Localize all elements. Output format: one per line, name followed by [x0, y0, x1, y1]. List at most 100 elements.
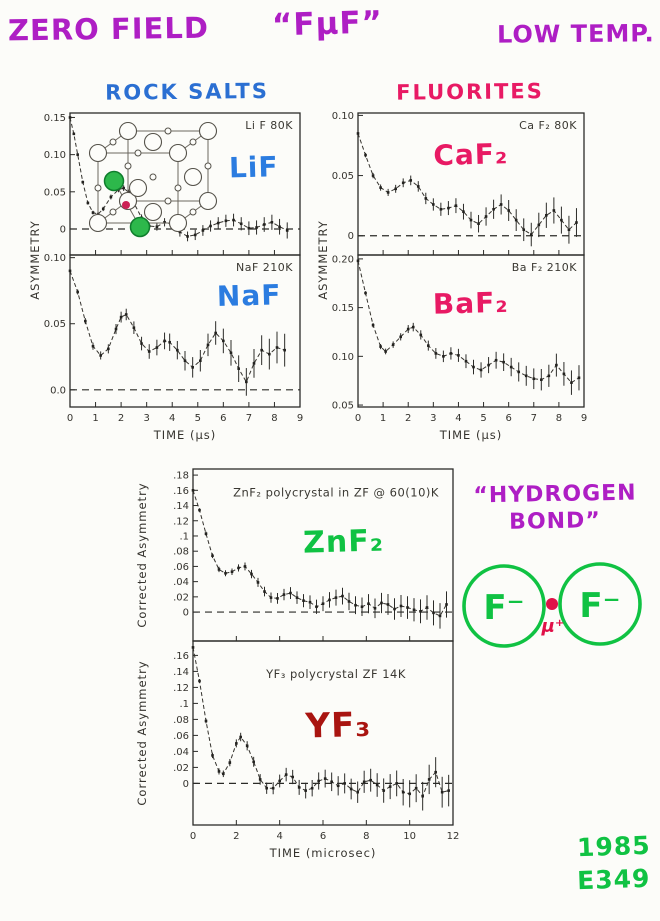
handwritten-annotation: BaF₂ [433, 286, 509, 321]
y-tick-label: .18 [173, 471, 189, 482]
handwritten-annotation: LiF [229, 150, 279, 184]
panel-caption: YF₃ polycrystal ZF 14K [265, 667, 406, 681]
fit-curve [192, 490, 447, 617]
rock-salts-chart: 0.15 0.10 0.05 0 Li F 80K LiF 0.10 0.05 0.0 NaF 2… [28, 112, 303, 442]
x-tick-label: 8 [556, 413, 562, 424]
y-tick-label: .04 [173, 577, 189, 588]
muon-dot [546, 598, 558, 610]
data-points [191, 645, 450, 811]
fluorites-section: FLUORITES 0.10 0.05 0 Ca F₂ 80K CaF₂ 0.20 0.15… [316, 79, 594, 450]
y-tick-label: .16 [173, 651, 189, 662]
y-tick-label: 0 [60, 224, 66, 235]
y-tick-label: .06 [173, 562, 189, 573]
rock-salts-section: ROCK SALTS 0.15 0.10 0.05 0 Li F 80K LiF 0.10 0… [28, 78, 310, 450]
x-tick-label: 0 [67, 413, 73, 424]
panel-corner-label: NaF 210K [236, 261, 293, 274]
x-tick-label: 9 [297, 413, 303, 424]
panel-corner-label: Ca F₂ 80K [519, 119, 577, 132]
x-tick-label: 12 [447, 831, 460, 842]
muon-label: μ⁺ [541, 616, 565, 637]
fluorine-ion-green [129, 216, 151, 238]
y-tick-label: 0.20 [332, 254, 354, 265]
handwritten-annotation: ZnF₂ [303, 524, 385, 561]
data-points [356, 259, 581, 395]
handwritten-annotation: CaF₂ [433, 137, 509, 172]
y-tick-label: 0 [348, 231, 354, 242]
data-points [68, 268, 286, 396]
x-tick-label: 6 [320, 831, 326, 842]
crystal-structure-inset [88, 121, 218, 238]
x-tick-label: 10 [403, 831, 416, 842]
hydrogen-bond-title-line1: “HYDROGEN [473, 480, 637, 509]
x-axis-label: TIME (microsec) [269, 846, 377, 860]
panel-caption: ZnF₂ polycrystal in ZF @ 60(10)K [233, 486, 439, 500]
y-tick-label: .1 [179, 699, 189, 710]
y-tick-label: .14 [173, 501, 189, 512]
y-tick-label: 0.15 [44, 113, 66, 124]
fluorine-right-circle [558, 562, 642, 646]
y-tick-label: .16 [173, 486, 189, 497]
x-tick-label: 4 [169, 413, 175, 424]
x-tick-label: 3 [143, 413, 149, 424]
data-points [191, 488, 448, 629]
x-tick-label: 2 [233, 831, 239, 842]
y-tick-label: 0.10 [44, 150, 66, 161]
y-tick-label: .12 [173, 516, 189, 527]
rock-salts-heading: ROCK SALTS [105, 78, 269, 105]
fluorites-heading: FLUORITES [396, 79, 544, 105]
x-tick-label: 1 [380, 413, 386, 424]
fluorine-left-circle [462, 564, 546, 648]
y-tick-label: 0.10 [332, 111, 354, 122]
x-axis-label: TIME (μs) [439, 428, 503, 442]
x-tick-label: 6 [220, 413, 226, 424]
x-axis-label: TIME (μs) [153, 428, 217, 442]
y-axis-label: Corrected Asymmetry [135, 482, 149, 627]
x-tick-label: 6 [505, 413, 511, 424]
title-low-temp: LOW TEMP. [496, 19, 655, 49]
y-tick-label: .02 [173, 592, 189, 603]
polycrystal-section: .18.16.14.12.1.08.06.04.02 0 ZnF₂ polycrys… [133, 462, 465, 876]
x-tick-label: 4 [455, 413, 461, 424]
panel-frame [357, 112, 585, 256]
y-tick-label: .1 [179, 531, 189, 542]
hydrogen-bond-annotation: “HYDROGEN BOND” F⁻ F⁻ μ⁺ [452, 480, 658, 668]
y-axis-label: ASYMMETRY [28, 220, 42, 300]
muon-site-dot [122, 201, 130, 209]
y-tick-label: 0.10 [332, 352, 354, 363]
handwritten-annotation: NaF [216, 278, 281, 313]
y-tick-label: 0 [183, 608, 189, 619]
y-tick-label: .08 [173, 715, 189, 726]
x-tick-label: 8 [271, 413, 277, 424]
x-tick-label: 2 [118, 413, 124, 424]
x-tick-label: 4 [276, 831, 282, 842]
y-tick-label: 0.05 [44, 319, 66, 330]
fluorine-ion-green [103, 170, 125, 192]
x-tick-label: 0 [190, 831, 196, 842]
title-fmuf: “FμF” [271, 4, 384, 44]
fluorine-left-label: F⁻ [483, 588, 524, 628]
hydrogen-bond-title-line2: BOND” [508, 508, 602, 535]
y-axis-label: ASYMMETRY [316, 220, 330, 300]
x-tick-label: 2 [405, 413, 411, 424]
year-label: 1985 [576, 830, 652, 863]
y-tick-label: 0.05 [44, 187, 66, 198]
y-tick-label: 0.0 [50, 385, 66, 396]
y-tick-label: .06 [173, 731, 189, 742]
y-axis-label: Corrected Asymmetry [135, 660, 149, 805]
y-tick-label: .08 [173, 547, 189, 558]
panel-frame [357, 254, 585, 408]
x-tick-label: 5 [480, 413, 486, 424]
x-tick-label: 7 [246, 413, 252, 424]
footer-tag: 1985 E349 [576, 830, 652, 896]
panel-corner-label: Li F 80K [245, 119, 293, 132]
x-tick-label: 3 [430, 413, 436, 424]
fluorine-right-label: F⁻ [579, 586, 620, 626]
x-tick-label: 9 [581, 413, 587, 424]
y-tick-label: 0.05 [332, 401, 354, 412]
x-tick-label: 8 [363, 831, 369, 842]
y-tick-label: 0.05 [332, 171, 354, 182]
y-tick-label: .12 [173, 683, 189, 694]
